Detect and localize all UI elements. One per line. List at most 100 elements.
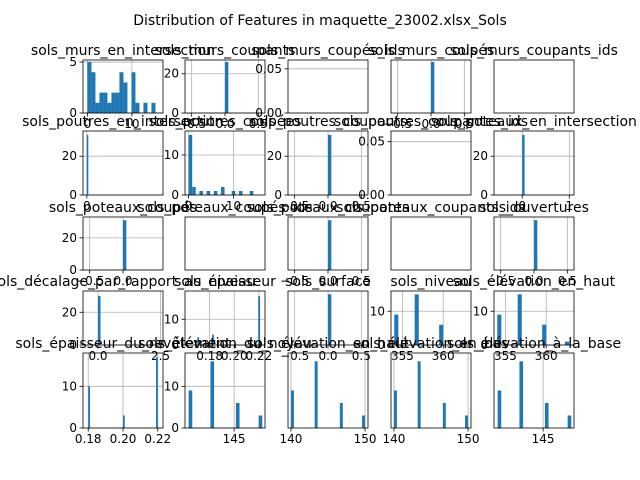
histogram-bar (431, 61, 435, 113)
histogram-panel: −0.5 0.0 0.5 0 20 sols_murs_coupants (155, 43, 296, 131)
histogram-bar (188, 135, 193, 195)
y-tick-label: 0.05 (255, 62, 282, 76)
histogram-panel: sols_poteaux_coupés_ids (137, 200, 313, 271)
panel-title: sols_épaisseur_du_revêtement (15, 336, 231, 352)
histogram-panel: 140 150 sols_élévation_en_haut (247, 336, 410, 446)
axes-frame (184, 290, 266, 346)
histogram-bar (522, 134, 525, 195)
histogram-bar (213, 191, 218, 195)
panel-title: sols_poutres_coupants (249, 114, 407, 130)
x-tick-label: −0.5 (486, 274, 515, 288)
histogram-bar (95, 102, 100, 113)
panel-title: sols_murs_coupants (155, 43, 296, 59)
x-tick-label: 140 (383, 432, 406, 446)
x-tick-label: 0 (518, 199, 526, 213)
histogram-bar (123, 415, 125, 428)
histogram-bar (417, 361, 421, 428)
x-tick-label: 0.5 (455, 117, 474, 131)
x-tick-label: 360 (432, 349, 455, 363)
histogram-panel: 0.00 0.05 sols_murs_coupés_ids (251, 43, 405, 120)
panel-title: sols_poutres_en_intersection (22, 114, 224, 130)
y-tick-label: 0 (69, 263, 77, 277)
x-tick-label: 0 (83, 199, 91, 213)
panel-title: sols_surface (285, 274, 371, 290)
axes-frame (82, 130, 164, 196)
x-tick-label: 0.22 (245, 349, 272, 363)
x-tick-label: 145 (223, 432, 246, 446)
x-tick-label: 0 (185, 199, 193, 213)
histogram-bar (249, 191, 254, 195)
y-tick-label: 20 (62, 149, 77, 163)
y-tick-label: 20 (473, 149, 488, 163)
histogram-panel: 355 360 0 10 sols_élévation_en_haut (453, 274, 616, 363)
histogram-bar (158, 343, 161, 345)
histogram-bar (567, 415, 572, 428)
y-tick-label: 0 (171, 106, 179, 120)
histogram-bar (115, 92, 120, 113)
y-tick-label: 0 (480, 338, 488, 352)
histogram-bar (156, 357, 158, 428)
histogram-bar (87, 62, 92, 113)
x-tick-label: 0.5 (352, 349, 371, 363)
histogram-panel: 140 150 sols_élévation_en_bas (353, 336, 508, 446)
x-tick-label: 0.5 (352, 199, 371, 213)
x-tick-label: 2.5 (151, 349, 170, 363)
panel-title: sols_élévation_du_noyau (138, 336, 312, 352)
histogram-panel: −0.5 0.0 0.5 0 20 sols_poutres_coupants (249, 114, 407, 213)
y-tick-label: 10 (473, 304, 488, 318)
histogram-bar (497, 314, 502, 345)
y-tick-label: 0 (171, 421, 179, 435)
histogram-panel: sols_murs_coupants_ids (450, 43, 618, 114)
x-tick-label: 140 (280, 432, 303, 446)
histogram-bar (362, 415, 366, 428)
y-tick-label: 0 (171, 188, 179, 202)
y-tick-label: 10 (62, 379, 77, 393)
histogram-panel: −0.5 0.0 0.5 sols_ouvertures (479, 200, 589, 288)
panel-title: sols_murs_coupants_ids (450, 43, 618, 59)
x-tick-label: 0 (84, 117, 92, 131)
histogram-bar (188, 390, 193, 428)
panel-title: sols_poteaux_coupés_ids (137, 200, 312, 216)
y-tick-label: 20 (267, 149, 282, 163)
panel-title: sols_murs_en_intersection (31, 43, 215, 59)
y-tick-label: 0 (69, 106, 77, 120)
x-tick-label: 0.0 (88, 349, 107, 363)
panel-title: sols_épaisseur (174, 274, 276, 290)
histogram-bar (339, 403, 343, 428)
axes-frame (493, 59, 575, 114)
histogram-bar (107, 102, 112, 113)
histogram-bar (225, 61, 229, 113)
y-tick-label: 10 (164, 379, 179, 393)
y-tick-label: 0.00 (255, 106, 282, 120)
histogram-bar (197, 337, 200, 345)
histogram-panel: sols_poteaux_coupants_ids (336, 200, 526, 271)
x-tick-label: −0.5 (75, 274, 104, 288)
x-tick-label: 0.5 (558, 274, 577, 288)
histogram-bar (497, 390, 502, 428)
histogram-bar (462, 341, 467, 345)
histogram-panel: 145 sols_élévation_à_la_base (447, 336, 621, 446)
panel-title: sols_niveau (390, 274, 471, 290)
histogram-bar (151, 102, 156, 113)
panel-title: sols_ouvertures (479, 200, 589, 216)
histogram-bar (199, 191, 203, 195)
histogram-bar (235, 403, 240, 428)
histogram-bar (206, 191, 211, 195)
x-tick-label: 355 (494, 349, 517, 363)
x-tick-label: 0.0 (421, 117, 440, 131)
axes-frame (390, 216, 472, 271)
histogram-bar (393, 390, 397, 428)
panel-title: sols_élévation_à_la_base (447, 336, 621, 352)
panel-title: sols_murs_coupés (368, 43, 495, 59)
y-tick-label: 0.05 (358, 135, 385, 149)
panel-title: sols_poteaux_coupants (247, 200, 410, 216)
axes-frame (390, 352, 472, 429)
histogram-panel: 0.0 2.5020sols_décalage_par_rapport_au_ni… (0, 274, 256, 363)
x-tick-label: 0.20 (110, 432, 137, 446)
histogram-bar (210, 361, 215, 428)
histogram-bar (123, 82, 128, 113)
histogram-panel: −0.5 0.0 0.5 sols_murs_coupés (368, 43, 495, 131)
